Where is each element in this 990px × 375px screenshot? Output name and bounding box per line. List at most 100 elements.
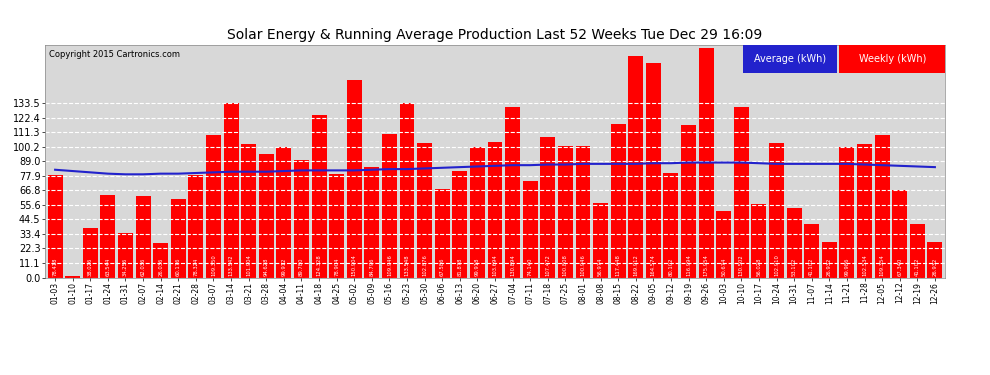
Text: Average (kWh): Average (kWh) bbox=[754, 54, 826, 64]
Bar bbox=[153, 243, 168, 278]
Bar bbox=[100, 195, 116, 278]
Bar bbox=[717, 211, 732, 278]
Text: Weekly (kWh): Weekly (kWh) bbox=[858, 54, 926, 64]
Bar bbox=[171, 199, 186, 278]
Bar bbox=[294, 160, 309, 278]
Text: 99.918: 99.918 bbox=[475, 257, 480, 276]
FancyBboxPatch shape bbox=[742, 45, 838, 73]
Bar bbox=[470, 147, 485, 278]
Bar bbox=[840, 147, 854, 278]
Text: 150.904: 150.904 bbox=[351, 254, 356, 276]
Text: 80.102: 80.102 bbox=[668, 257, 673, 276]
Bar bbox=[83, 228, 98, 278]
Bar bbox=[505, 106, 520, 278]
Text: 100.946: 100.946 bbox=[580, 254, 585, 276]
Bar bbox=[611, 124, 626, 278]
Bar bbox=[857, 144, 872, 278]
Bar bbox=[400, 103, 415, 278]
Text: 26.036: 26.036 bbox=[158, 257, 163, 276]
Text: 169.912: 169.912 bbox=[634, 254, 639, 276]
Bar bbox=[118, 233, 133, 278]
Text: 109.946: 109.946 bbox=[387, 254, 392, 276]
Bar bbox=[874, 135, 890, 278]
Bar bbox=[48, 175, 62, 278]
Bar bbox=[136, 196, 150, 278]
Bar bbox=[364, 167, 379, 278]
Text: 38.026: 38.026 bbox=[88, 257, 93, 276]
Text: 130.502: 130.502 bbox=[739, 254, 743, 276]
Bar bbox=[452, 171, 467, 278]
Text: 133.542: 133.542 bbox=[229, 254, 234, 276]
Text: 81.878: 81.878 bbox=[457, 257, 462, 276]
FancyBboxPatch shape bbox=[840, 45, 945, 73]
Bar bbox=[242, 144, 256, 278]
Text: 94.628: 94.628 bbox=[263, 257, 268, 276]
Text: 103.694: 103.694 bbox=[492, 254, 498, 276]
Bar bbox=[681, 124, 696, 278]
Bar bbox=[312, 115, 327, 278]
Text: 56.028: 56.028 bbox=[756, 257, 761, 276]
Bar bbox=[558, 146, 573, 278]
Bar bbox=[188, 175, 203, 278]
Text: Copyright 2015 Cartronics.com: Copyright 2015 Cartronics.com bbox=[50, 50, 180, 58]
Bar bbox=[593, 203, 608, 278]
Text: 41.102: 41.102 bbox=[915, 257, 920, 276]
Bar bbox=[575, 146, 590, 278]
Text: 89.780: 89.780 bbox=[299, 257, 304, 276]
Bar bbox=[65, 276, 80, 278]
Text: 62.036: 62.036 bbox=[141, 257, 146, 276]
Text: 99.986: 99.986 bbox=[844, 257, 849, 276]
Title: Solar Energy & Running Average Production Last 52 Weeks Tue Dec 29 16:09: Solar Energy & Running Average Productio… bbox=[228, 28, 762, 42]
Text: 26.932: 26.932 bbox=[827, 257, 832, 276]
Text: 109.354: 109.354 bbox=[879, 254, 885, 276]
Text: 102.910: 102.910 bbox=[774, 254, 779, 276]
Bar bbox=[822, 242, 837, 278]
Text: 67.586: 67.586 bbox=[440, 257, 445, 276]
Text: 124.328: 124.328 bbox=[317, 254, 322, 276]
Text: 53.102: 53.102 bbox=[792, 257, 797, 276]
Bar bbox=[258, 154, 273, 278]
Bar bbox=[910, 224, 925, 278]
Text: 100.808: 100.808 bbox=[563, 254, 568, 276]
Bar bbox=[224, 103, 239, 278]
Bar bbox=[928, 242, 942, 278]
Bar bbox=[523, 181, 538, 278]
Text: 84.796: 84.796 bbox=[369, 257, 374, 276]
Bar bbox=[699, 48, 714, 278]
Text: 175.954: 175.954 bbox=[704, 254, 709, 276]
Bar bbox=[769, 143, 784, 278]
Text: 34.256: 34.256 bbox=[123, 257, 128, 276]
Bar bbox=[734, 107, 748, 278]
Bar bbox=[892, 189, 907, 278]
Text: 107.472: 107.472 bbox=[545, 254, 550, 276]
Text: 99.912: 99.912 bbox=[281, 257, 286, 276]
Bar bbox=[751, 204, 766, 278]
Bar bbox=[787, 208, 802, 278]
Text: 101.904: 101.904 bbox=[247, 254, 251, 276]
Text: 164.574: 164.574 bbox=[650, 254, 655, 276]
Bar bbox=[417, 143, 432, 278]
Text: 74.140: 74.140 bbox=[528, 257, 533, 276]
Text: 50.674: 50.674 bbox=[722, 257, 727, 276]
Bar bbox=[629, 56, 644, 278]
Text: 109.350: 109.350 bbox=[211, 254, 216, 276]
Bar bbox=[276, 147, 291, 278]
Bar bbox=[487, 142, 503, 278]
Bar bbox=[541, 137, 555, 278]
Bar bbox=[804, 224, 819, 278]
Text: 60.176: 60.176 bbox=[176, 257, 181, 276]
Bar bbox=[346, 80, 361, 278]
Bar bbox=[435, 189, 449, 278]
Text: 130.894: 130.894 bbox=[510, 254, 515, 276]
Bar bbox=[645, 63, 661, 278]
Text: 41.102: 41.102 bbox=[809, 257, 814, 276]
Text: 102.534: 102.534 bbox=[862, 254, 867, 276]
Bar bbox=[329, 174, 345, 278]
Text: 117.448: 117.448 bbox=[616, 254, 621, 276]
Text: 102.876: 102.876 bbox=[422, 254, 427, 276]
Bar bbox=[663, 173, 678, 278]
Bar bbox=[206, 135, 221, 278]
Text: 63.544: 63.544 bbox=[105, 257, 111, 276]
Text: 133.548: 133.548 bbox=[405, 254, 410, 276]
Text: 78.324: 78.324 bbox=[193, 257, 198, 276]
